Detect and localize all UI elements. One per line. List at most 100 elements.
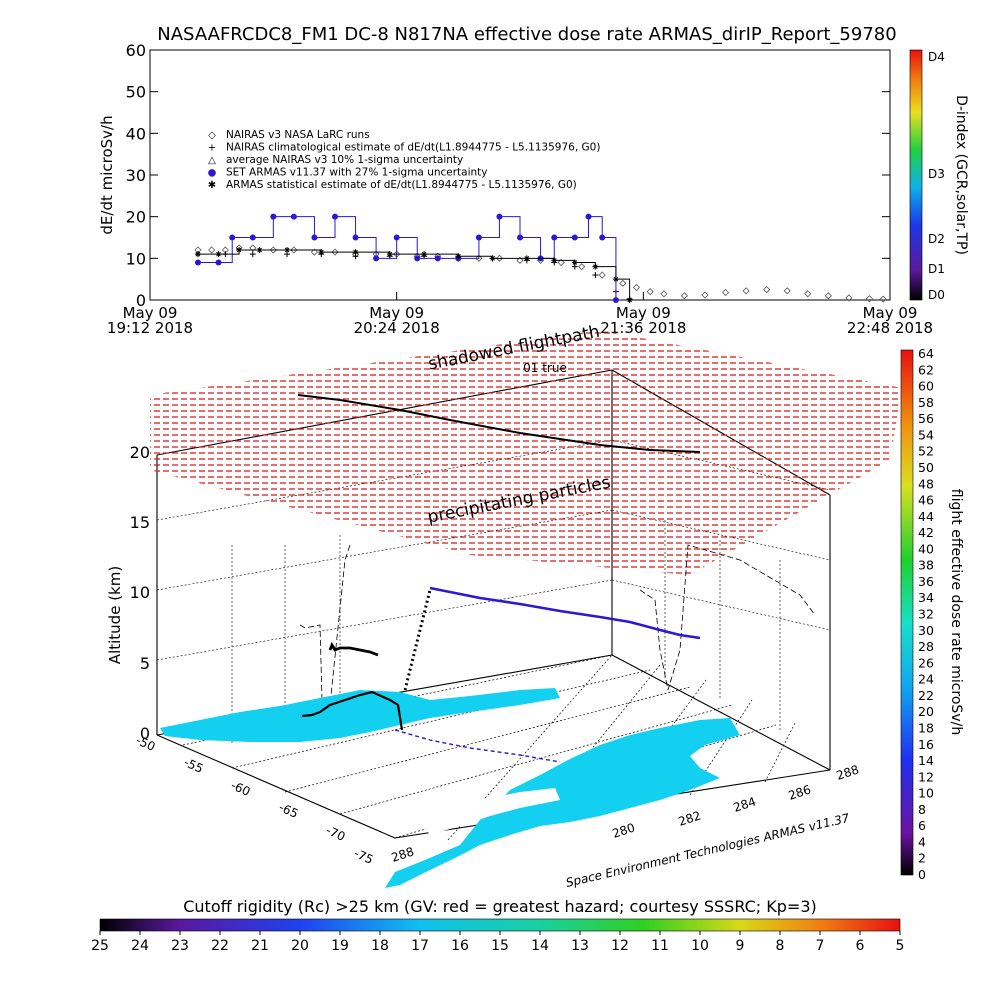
- x-tick-label-time: 20:24 2018: [354, 319, 440, 337]
- dose-tick-label: 0: [918, 867, 926, 882]
- armas-point: [571, 234, 578, 241]
- dose-tick-label: 54: [918, 427, 934, 442]
- flight-3d-panel: shadowed flightpath 01 true precipitatin…: [106, 322, 964, 890]
- legend-symbol: ✱: [208, 180, 216, 191]
- dose-tick-label: 50: [918, 460, 934, 475]
- legend-symbol: ●: [208, 168, 217, 179]
- cutoff-tick-label: 11: [651, 938, 669, 954]
- armas-stat-point: [523, 255, 530, 262]
- nairas-point: [804, 290, 812, 298]
- flight-track-low: [301, 690, 404, 731]
- dose-tick-label: 44: [918, 509, 934, 524]
- latitude-tick-label: -70: [324, 823, 348, 844]
- altitude-label: Altitude (km): [106, 566, 124, 664]
- cutoff-tick-label: 21: [251, 938, 269, 954]
- cutoff-tick-label: 10: [691, 938, 709, 954]
- legend: ◇ NAIRAS v3 NASA LaRC runs + NAIRAS climato…: [208, 129, 601, 191]
- dindex-tick-d1: D1: [928, 262, 945, 276]
- longitude-tick-label: 284: [732, 794, 758, 814]
- dose-tick-label: 62: [918, 362, 934, 377]
- latitude-tick-label: -60: [229, 778, 253, 799]
- nairas-point: [249, 244, 257, 252]
- cutoff-tick-label: 14: [531, 938, 549, 954]
- armas-point: [599, 234, 606, 241]
- y-tick-label: 20: [126, 208, 146, 227]
- nairas-point: [475, 254, 483, 262]
- armas-stat-point: [612, 276, 619, 283]
- dose-tick-label: 46: [918, 493, 934, 508]
- armas-point: [194, 259, 201, 266]
- nairas-point: [680, 292, 689, 300]
- nairas-point: [495, 254, 504, 262]
- dose-colorbar: [900, 349, 914, 876]
- nairas-point: [742, 287, 750, 295]
- legend-label: ARMAS statistical estimate of dE/dt(L1.8…: [226, 179, 577, 191]
- y-tick-label: 10: [126, 249, 146, 268]
- dindex-tick-d2: D2: [928, 232, 945, 246]
- nairas-point: [290, 246, 298, 254]
- altitude-tick-label: 15: [130, 513, 150, 532]
- dose-tick-label: 36: [918, 574, 934, 589]
- hazard-dash-sheet: [150, 330, 902, 575]
- armas-stat-point: [215, 251, 222, 258]
- land-white-patch: [420, 788, 560, 835]
- longitude-tick-label: 280: [611, 820, 637, 840]
- y-tick-label: 50: [126, 83, 146, 102]
- dindex-tick-d4: D4: [928, 50, 945, 64]
- dose-tick-label: 42: [918, 525, 934, 540]
- cutoff-caption: Cutoff rigidity (Rc) >25 km (GV: red = g…: [183, 897, 817, 916]
- ground-track: [394, 729, 561, 763]
- y-tick-label: 30: [126, 166, 146, 185]
- armas-point: [585, 213, 592, 220]
- cutoff-tick-label: 5: [896, 938, 905, 954]
- nairas-point: [331, 248, 339, 256]
- altitude-tick-label: 0: [140, 724, 150, 743]
- dose-tick-label: 34: [918, 590, 934, 605]
- chart-title: NASAAFRCDC8_FM1 DC-8 N817NA effective do…: [157, 24, 896, 45]
- cutoff-tick-label: 9: [736, 938, 745, 954]
- dose-tick-label: 6: [918, 818, 926, 833]
- nairas-point: [763, 286, 771, 294]
- dose-tick-label: 20: [918, 704, 934, 719]
- cutoff-tick-label: 13: [571, 938, 589, 954]
- x-tick-label-time: 22:48 2018: [847, 319, 933, 337]
- dose-colorbar-label: flight effective dose rate microSv/h: [948, 489, 964, 735]
- dindex-tick-d0: D0: [928, 288, 945, 302]
- flight-track-climb: [328, 641, 379, 657]
- series-layer: [194, 213, 887, 303]
- cutoff-colorbar-ticks: 25 24 23 22 21 20 19 18 17 16 15 14 13 12 11 10 9 8 7 6 5: [91, 931, 904, 954]
- nairas-point: [824, 292, 832, 300]
- longitude-tick-label: 288: [390, 844, 416, 864]
- altitude-tick-label: 20: [130, 443, 150, 462]
- credit-text: Space Environment Technologies ARMAS v11…: [565, 811, 852, 890]
- x-tick-label-date: May 09: [123, 304, 178, 322]
- latitude-tick-label: -50: [134, 733, 158, 754]
- armas-point: [249, 234, 256, 241]
- dose-tick-label: 18: [918, 720, 934, 735]
- longitude-tick-label: 282: [677, 808, 703, 828]
- cutoff-tick-label: 22: [211, 938, 229, 954]
- legend-symbol: ◇: [208, 130, 216, 141]
- legend-label: NAIRAS climatological estimate of dE/dt(…: [226, 142, 600, 154]
- dose-tick-label: 40: [918, 541, 934, 556]
- altitude-tick-label: 5: [140, 654, 150, 673]
- dose-colorbar-ticks: 6462605856545250484644424038363432302826…: [918, 346, 934, 882]
- dose-tick-label: 58: [918, 395, 934, 410]
- dose-tick-label: 56: [918, 411, 934, 426]
- armas-stat-point: [626, 297, 633, 303]
- armas-point: [290, 213, 297, 220]
- dose-tick-label: 10: [918, 786, 934, 801]
- legend-label: NAIRAS v3 NASA LaRC runs: [226, 129, 370, 141]
- x-tick-label-time: 21:36 2018: [600, 319, 686, 337]
- y-axis-ticks: 0 10 20 30 40 50 60: [126, 41, 890, 310]
- nairas-point: [310, 248, 319, 256]
- latitude-tick-label: -75: [352, 846, 376, 867]
- nairas-point: [660, 290, 668, 298]
- nairas-point: [646, 288, 654, 296]
- legend-label: SET ARMAS v11.37 with 27% 1-sigma uncert…: [226, 167, 488, 179]
- dose-tick-label: 38: [918, 558, 934, 573]
- x-tick-label-time: 19:12 2018: [107, 319, 193, 337]
- longitude-tick-label: 288: [835, 762, 861, 782]
- dose-tick-label: 64: [918, 346, 934, 361]
